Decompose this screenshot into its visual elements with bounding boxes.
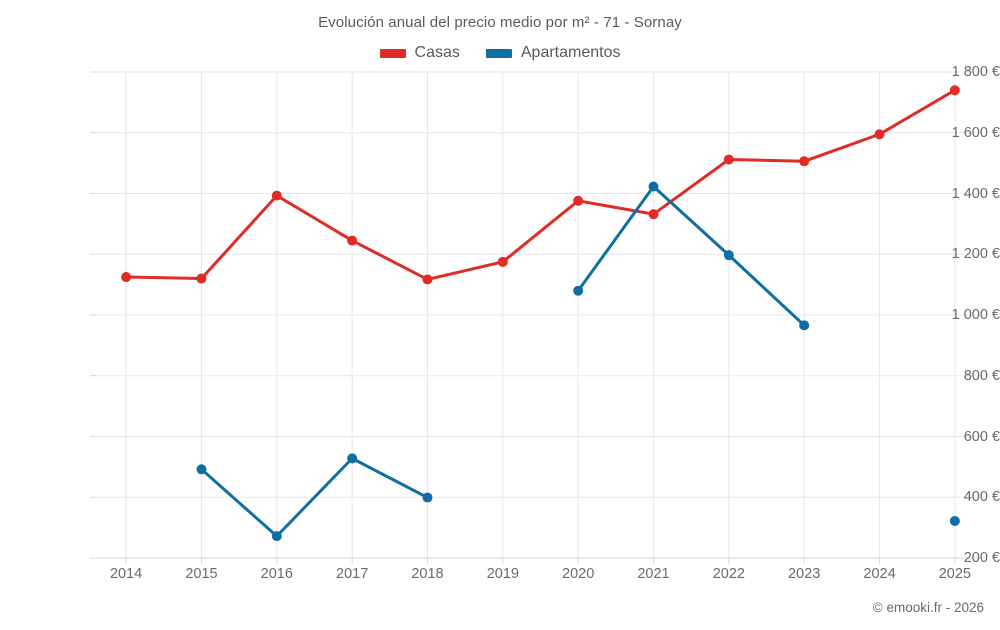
x-tick-label: 2022	[712, 566, 745, 582]
x-tick-label: 2017	[336, 566, 369, 582]
x-tick-label: 2020	[562, 566, 595, 582]
x-tick-label: 2015	[185, 566, 218, 582]
legend-item-apartamentos[interactable]: Apartamentos	[485, 44, 621, 62]
data-point-casas-2014[interactable]	[121, 272, 132, 283]
data-point-apartamentos-2017[interactable]	[347, 453, 358, 464]
data-point-casas-2019[interactable]	[497, 256, 508, 267]
data-point-casas-2015[interactable]	[196, 273, 207, 284]
data-point-apartamentos-2025[interactable]	[949, 515, 960, 526]
data-point-apartamentos-2021[interactable]	[648, 181, 659, 192]
y-tick-label: 1 800 €	[951, 64, 1000, 80]
data-point-casas-2021[interactable]	[648, 209, 659, 220]
data-point-apartamentos-2022[interactable]	[723, 250, 734, 261]
data-point-casas-2023[interactable]	[799, 156, 810, 167]
x-tick-label: 2019	[486, 566, 519, 582]
y-tick-label: 600 €	[963, 428, 1000, 445]
data-point-apartamentos-2016[interactable]	[271, 531, 282, 542]
data-point-casas-2020[interactable]	[573, 195, 584, 206]
y-tick-label: 1 200 €	[951, 246, 1000, 263]
x-tick-label: 2025	[938, 566, 971, 582]
data-point-casas-2025[interactable]	[949, 85, 960, 96]
chart-title: Evolución anual del precio medio por m² …	[318, 14, 682, 31]
y-tick-label: 1 600 €	[951, 124, 1000, 141]
data-point-apartamentos-2020[interactable]	[573, 285, 584, 296]
x-tick-label: 2018	[411, 566, 444, 582]
legend-label-apartamentos: Apartamentos	[520, 44, 621, 61]
y-tick-label: 400 €	[963, 489, 1000, 506]
legend-label-casas: Casas	[414, 44, 460, 61]
data-point-casas-2016[interactable]	[271, 190, 282, 201]
x-tick-label: 2024	[863, 566, 896, 582]
chart-credit: © emooki.fr - 2026	[872, 600, 984, 615]
data-point-casas-2022[interactable]	[723, 154, 734, 165]
series-line-apartamentos	[576, 185, 806, 327]
y-tick-label: 1 400 €	[951, 185, 1000, 202]
chart-legend: Casas Apartamentos	[0, 44, 1000, 62]
data-point-casas-2018[interactable]	[422, 274, 433, 285]
x-tick-label: 2023	[788, 566, 821, 582]
x-tick-label: 2021	[637, 566, 670, 582]
legend-item-casas[interactable]: Casas	[379, 44, 460, 62]
data-point-apartamentos-2015[interactable]	[196, 464, 207, 475]
legend-swatch-casas	[379, 48, 406, 58]
data-point-casas-2017[interactable]	[347, 235, 358, 246]
series-line-casas	[124, 88, 957, 281]
y-tick-label: 200 €	[963, 550, 1000, 566]
data-point-apartamentos-2023[interactable]	[799, 320, 810, 331]
legend-swatch-apartamentos	[485, 48, 512, 58]
y-tick-label: 800 €	[963, 367, 1000, 384]
data-point-apartamentos-2018[interactable]	[422, 492, 433, 503]
x-tick-label: 2016	[260, 566, 293, 582]
y-tick-label: 1 000 €	[951, 307, 1000, 323]
x-tick-label: 2014	[109, 566, 143, 582]
series-line-apartamentos	[199, 456, 429, 538]
data-point-casas-2024[interactable]	[874, 129, 885, 140]
